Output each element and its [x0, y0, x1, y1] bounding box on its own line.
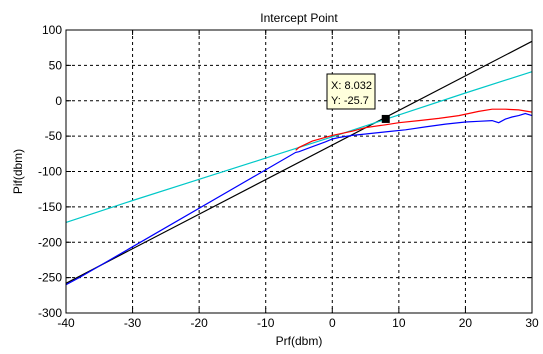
- x-tick-label: 0: [329, 316, 336, 330]
- y-tick-label: -300: [38, 306, 62, 320]
- plot-area: [66, 30, 532, 313]
- y-tick-label: -200: [38, 235, 62, 249]
- data-tip: X: 8.032 Y: -25.7: [326, 73, 390, 123]
- y-tick-label: 100: [42, 23, 62, 37]
- x-tick-label: 30: [525, 316, 539, 330]
- chart-title: Intercept Point: [260, 11, 338, 25]
- x-axis-label: Prf(dbm): [276, 334, 323, 348]
- data-tip-x-label: X: 8.032: [331, 80, 372, 92]
- series-line-4: [65, 112, 533, 286]
- series-line-1: [65, 40, 533, 284]
- y-tick-label: -250: [38, 271, 62, 285]
- x-tick-label: -30: [124, 316, 142, 330]
- y-tick-label: -50: [45, 129, 63, 143]
- y-tick-label: 0: [55, 94, 62, 108]
- y-tick-label: -150: [38, 200, 62, 214]
- data-tip-box: [326, 73, 376, 110]
- x-tick-label: 20: [459, 316, 473, 330]
- y-axis-label: Pif(dbm): [11, 149, 25, 194]
- x-tick-label: 10: [392, 316, 406, 330]
- data-tip-marker: [381, 114, 390, 123]
- data-tip-y-label: Y: -25.7: [331, 95, 369, 107]
- x-tick-label: -40: [57, 316, 75, 330]
- y-tick-label: 50: [49, 58, 63, 72]
- x-tick-label: -20: [190, 316, 208, 330]
- grid-lines: [66, 30, 532, 313]
- x-tick-label: -10: [257, 316, 275, 330]
- y-tick-label: -100: [38, 165, 62, 179]
- plot-layer: -40 -30 -20 -10 0 10 20 30-300-250-200-150-100-…: [11, 11, 539, 348]
- series-line-3: [295, 108, 533, 151]
